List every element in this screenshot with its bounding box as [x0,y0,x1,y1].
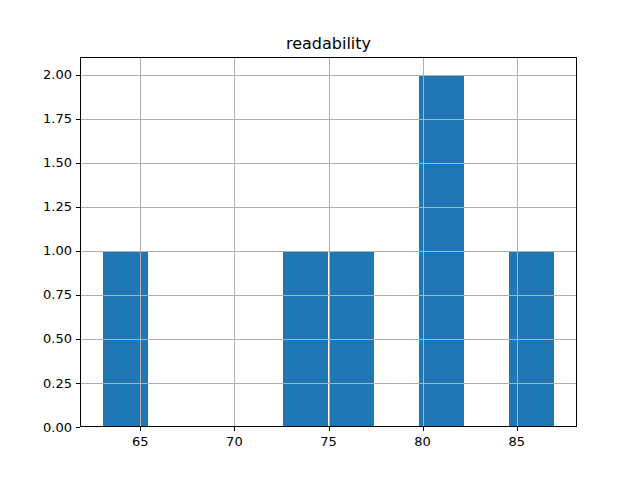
gridline-vertical [329,57,330,427]
gridline-vertical [517,57,518,427]
y-tick-mark [76,339,80,340]
x-tick-label: 65 [110,435,170,448]
figure-canvas: readability 0.00 0.25 0.50 0.75 1.00 1.25 1.50… [0,0,640,480]
y-tick-mark [76,75,80,76]
axis-spine-left [80,57,81,427]
x-tick-label: 85 [487,435,547,448]
y-tick-label: 2.00 [22,68,72,81]
gridline-vertical [423,57,424,427]
x-tick-label: 80 [393,435,453,448]
y-tick-mark [76,295,80,296]
axis-spine-right [576,57,577,427]
y-tick-mark [76,427,80,428]
plot-area [80,57,577,427]
y-tick-label: 1.50 [22,156,72,169]
x-tick-mark [423,427,424,431]
x-tick-mark [140,427,141,431]
y-tick-label: 1.25 [22,200,72,213]
y-tick-label: 1.00 [22,244,72,257]
x-tick-mark [329,427,330,431]
y-tick-mark [76,119,80,120]
gridline-vertical [140,57,141,427]
gridline-vertical [234,57,235,427]
y-tick-label: 0.50 [22,332,72,345]
chart-title: readability [80,34,577,53]
y-tick-mark [76,251,80,252]
y-tick-mark [76,383,80,384]
y-tick-label: 0.00 [22,421,72,434]
y-tick-label: 0.25 [22,377,72,390]
y-tick-mark [76,163,80,164]
axis-spine-top [80,57,577,58]
x-tick-mark [517,427,518,431]
x-tick-label: 70 [204,435,264,448]
x-tick-label: 75 [299,435,359,448]
x-tick-mark [234,427,235,431]
y-tick-label: 0.75 [22,288,72,301]
y-tick-mark [76,207,80,208]
y-tick-label: 1.75 [22,112,72,125]
